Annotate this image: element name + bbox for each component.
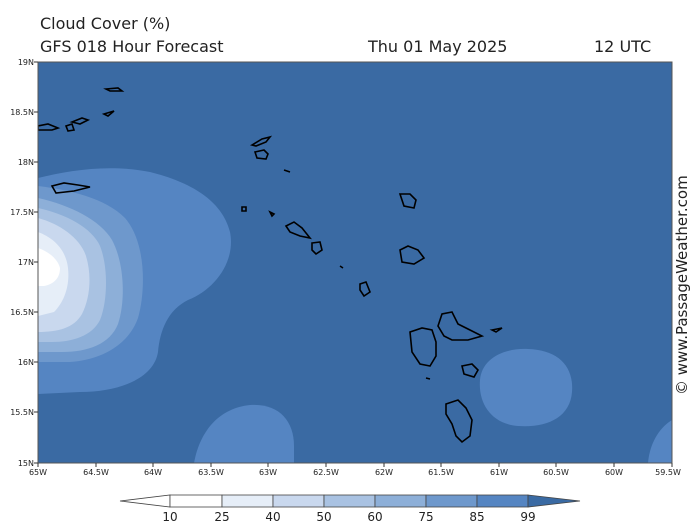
lat-label-5: 16.5N	[10, 308, 34, 317]
lon-label-10: 60W	[605, 468, 623, 477]
cloud-blob-southeast	[648, 420, 672, 463]
lat-labels: 19N 18.5N 18N 17.5N 17N 16.5N 16N 15.5N …	[10, 58, 34, 468]
island-barbuda	[398, 193, 417, 209]
colorbar	[119, 494, 581, 508]
lon-label-4: 63W	[259, 468, 277, 477]
lon-label-0: 65W	[29, 468, 47, 477]
colorbar-label-3: 50	[316, 510, 331, 524]
colorbar-segment-6	[476, 494, 529, 508]
colorbar-segment-0	[169, 494, 223, 508]
island-desirade	[489, 327, 503, 333]
colorbar-label-1: 25	[214, 510, 229, 524]
island-montserrat	[359, 281, 371, 298]
lat-label-6: 16N	[18, 358, 34, 367]
forecast-subtitle: GFS 018 Hour Forecast	[40, 37, 224, 56]
colorbar-label-7: 99	[520, 510, 535, 524]
lon-labels: 65W 64.5W 64W 63.5W 63W 62.5W 62W 61.5W …	[29, 468, 681, 477]
lat-label-4: 17N	[18, 258, 34, 267]
cloud-blob-south	[194, 404, 294, 463]
lon-label-9: 60.5W	[543, 468, 569, 477]
colorbar-label-4: 60	[367, 510, 382, 524]
colorbar-high-arrow	[527, 494, 581, 508]
lon-label-1: 64.5W	[83, 468, 109, 477]
colorbar-label-6: 85	[469, 510, 484, 524]
colorbar-label-0: 10	[162, 510, 177, 524]
island-st-croix	[50, 182, 91, 194]
lon-label-7: 61.5W	[428, 468, 454, 477]
island-nevis	[311, 241, 323, 256]
colorbar-segment-2	[272, 494, 325, 508]
island-redonda	[339, 265, 344, 269]
island-culebra	[64, 122, 76, 132]
colorbar-labels: 10 25 40 50 60 75 85 99	[162, 510, 535, 524]
island-anguilla	[249, 135, 273, 147]
lon-label-3: 63.5W	[198, 468, 224, 477]
lon-label-2: 64W	[144, 468, 162, 477]
island-statia	[268, 210, 276, 218]
island-st-martin	[253, 149, 269, 160]
colorbar-label-5: 75	[418, 510, 433, 524]
lat-label-3: 17.5N	[10, 208, 34, 217]
cloud-blob-east	[479, 348, 573, 427]
lat-label-0: 19N	[18, 58, 34, 67]
colorbar-segment-5	[425, 494, 478, 508]
lon-label-8: 61W	[490, 468, 508, 477]
lat-label-7: 15.5N	[10, 408, 34, 417]
lon-ticks	[37, 463, 673, 467]
colorbar-segment-4	[374, 494, 427, 508]
lon-label-6: 62W	[375, 468, 393, 477]
forecast-date: Thu 01 May 2025	[368, 37, 508, 56]
island-guadeloupe-grande-terre	[437, 311, 485, 341]
lat-label-8: 15N	[18, 459, 34, 468]
island-st-kitts	[284, 221, 312, 240]
island-guadeloupe-basse-terre	[409, 327, 437, 367]
cloud-cover-field	[38, 62, 672, 463]
island-dominica	[445, 399, 473, 444]
colorbar-low-arrow	[119, 494, 171, 508]
lat-label-1: 18.5N	[10, 108, 34, 117]
island-marie-galante	[461, 363, 479, 378]
forecast-time: 12 UTC	[594, 37, 652, 56]
island-les-saintes	[425, 377, 431, 380]
island-tortola	[103, 87, 125, 92]
island-antigua	[399, 245, 426, 265]
island-st-barts	[283, 169, 291, 173]
map-title: Cloud Cover (%)	[40, 14, 171, 33]
lat-label-2: 18N	[18, 158, 34, 167]
colorbar-segment-1	[221, 494, 274, 508]
island-st-john	[101, 110, 115, 117]
site-credit: © www.PassageWeather.com	[673, 175, 691, 395]
colorbar-segment-3	[323, 494, 376, 508]
cloud-contour-99	[38, 248, 60, 286]
colorbar-label-2: 40	[265, 510, 280, 524]
island-puerto-rico-east	[38, 123, 61, 131]
coastlines	[38, 87, 503, 444]
lon-label-11: 59.5W	[655, 468, 681, 477]
lat-ticks	[34, 61, 38, 464]
island-saba	[241, 206, 247, 212]
island-st-thomas	[69, 117, 91, 125]
lon-label-5: 62.5W	[313, 468, 339, 477]
